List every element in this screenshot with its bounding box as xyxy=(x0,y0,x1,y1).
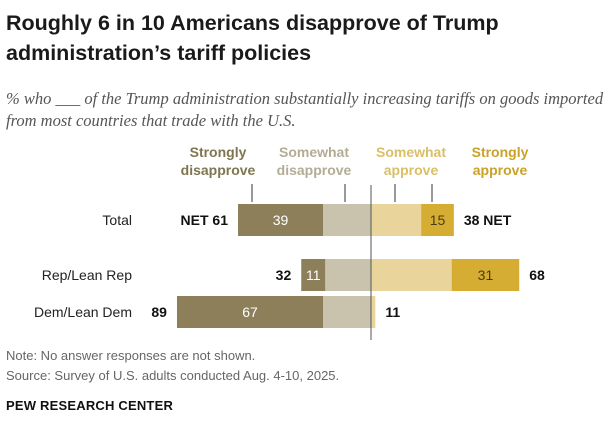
net-disapprove-label-dem-lean-dem: 89 xyxy=(151,304,167,320)
legend-label-disapprove-line2: disapprove xyxy=(277,162,352,178)
bar-somewhat-disapprove-rep-lean-rep xyxy=(325,259,371,291)
legend-label-strongly-line1: Strongly xyxy=(190,144,247,160)
bar-strongly-disapprove-rep-lean-rep xyxy=(301,259,326,291)
chart-note: Note: No answer responses are not shown. xyxy=(6,348,256,363)
net-disapprove-label-rep-lean-rep: 32 xyxy=(276,267,292,283)
net-disapprove-label-total: NET 61 xyxy=(181,212,229,228)
diverging-bar-chart: Strongly disapprove Somewhat disapprove Some… xyxy=(34,144,545,340)
data-label-strongly-approve-rep-lean-rep: 31 xyxy=(478,267,494,283)
legend-label-approve-line2: approve xyxy=(473,162,528,178)
bar-strongly-approve-rep-lean-rep xyxy=(451,259,520,291)
bar-somewhat-approve-total xyxy=(371,204,422,236)
data-label-strongly-disapprove-rep-lean-rep: 11 xyxy=(306,267,321,283)
chart-source: Source: Survey of U.S. adults conducted … xyxy=(6,368,340,383)
legend: Strongly disapprove Somewhat disapprove Some… xyxy=(181,144,529,202)
bar-strongly-disapprove-total xyxy=(238,204,324,236)
bar-somewhat-approve-rep-lean-rep xyxy=(371,259,452,291)
category-label-rep-lean-rep: Rep/Lean Rep xyxy=(42,267,133,283)
bar-strongly-approve-total xyxy=(421,204,454,236)
data-label-strongly-approve-total: 15 xyxy=(430,212,446,228)
legend-label-somewhat-line1: Somewhat xyxy=(279,144,349,160)
chart-subtitle: % who ___ of the Trump administration su… xyxy=(6,89,604,130)
bar-somewhat-disapprove-dem-lean-dem xyxy=(323,296,371,328)
bars: Total 39 15 NET 61 38 NET Rep/Lean Rep 11 31 32 6… xyxy=(34,204,545,328)
bar-somewhat-approve-dem-lean-dem xyxy=(371,296,376,328)
legend-label-disapprove-line2: disapprove xyxy=(181,162,256,178)
legend-label-somewhat-line1: Somewhat xyxy=(376,144,446,160)
category-label-dem-lean-dem: Dem/Lean Dem xyxy=(34,304,132,320)
chart-title: Roughly 6 in 10 Americans disapprove of … xyxy=(6,11,499,65)
category-label-total: Total xyxy=(102,212,132,228)
net-approve-label-rep-lean-rep: 68 xyxy=(529,267,545,283)
bar-somewhat-disapprove-total xyxy=(323,204,371,236)
data-label-strongly-disapprove-dem-lean-dem: 67 xyxy=(242,304,258,320)
net-approve-label-total: 38 NET xyxy=(464,212,512,228)
data-label-strongly-disapprove-total: 39 xyxy=(273,212,289,228)
bar-strongly-disapprove-dem-lean-dem xyxy=(176,296,324,328)
legend-label-strongly-line1: Strongly xyxy=(472,144,529,160)
pew-research-center-logo: PEW RESEARCH CENTER xyxy=(6,398,174,413)
legend-label-approve-line2: approve xyxy=(384,162,439,178)
net-approve-label-dem-lean-dem: 11 xyxy=(385,304,400,320)
